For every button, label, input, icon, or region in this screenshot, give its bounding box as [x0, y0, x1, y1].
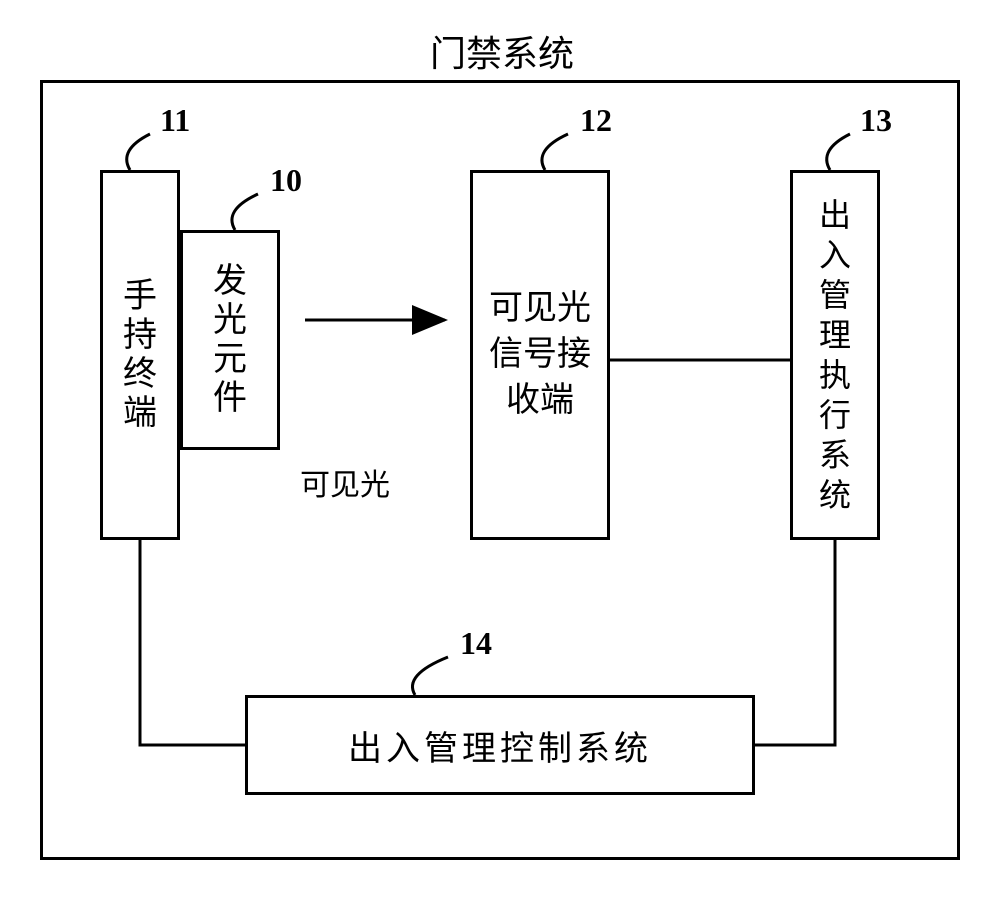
node-label: 出入管理执行系统: [793, 173, 877, 537]
node-number-12: 12: [580, 102, 612, 139]
node-exec-system: 出入管理执行系统: [790, 170, 880, 540]
diagram-title: 门禁系统: [430, 25, 574, 77]
node-number-13: 13: [860, 102, 892, 139]
node-label: 可见光信号接收端: [473, 173, 607, 537]
node-label: 出入管理控制系统: [248, 698, 752, 792]
node-light-emitter: 发 光 元 件: [180, 230, 280, 450]
node-label: 手 持 终 端: [103, 173, 177, 537]
node-control-system: 出入管理控制系统: [245, 695, 755, 795]
node-light-receiver: 可见光信号接收端: [470, 170, 610, 540]
diagram-canvas: 门禁系统 手 持 终 端 11 发 光 元 件 10 可见光信号接收端 #n12…: [0, 0, 1000, 900]
node-number-11: 11: [160, 102, 190, 139]
node-number-14: 14: [460, 625, 492, 662]
node-number-10: 10: [270, 162, 302, 199]
arrow-label: 可见光: [300, 460, 390, 504]
node-handheld-terminal: 手 持 终 端: [100, 170, 180, 540]
node-label: 发 光 元 件: [183, 233, 277, 447]
